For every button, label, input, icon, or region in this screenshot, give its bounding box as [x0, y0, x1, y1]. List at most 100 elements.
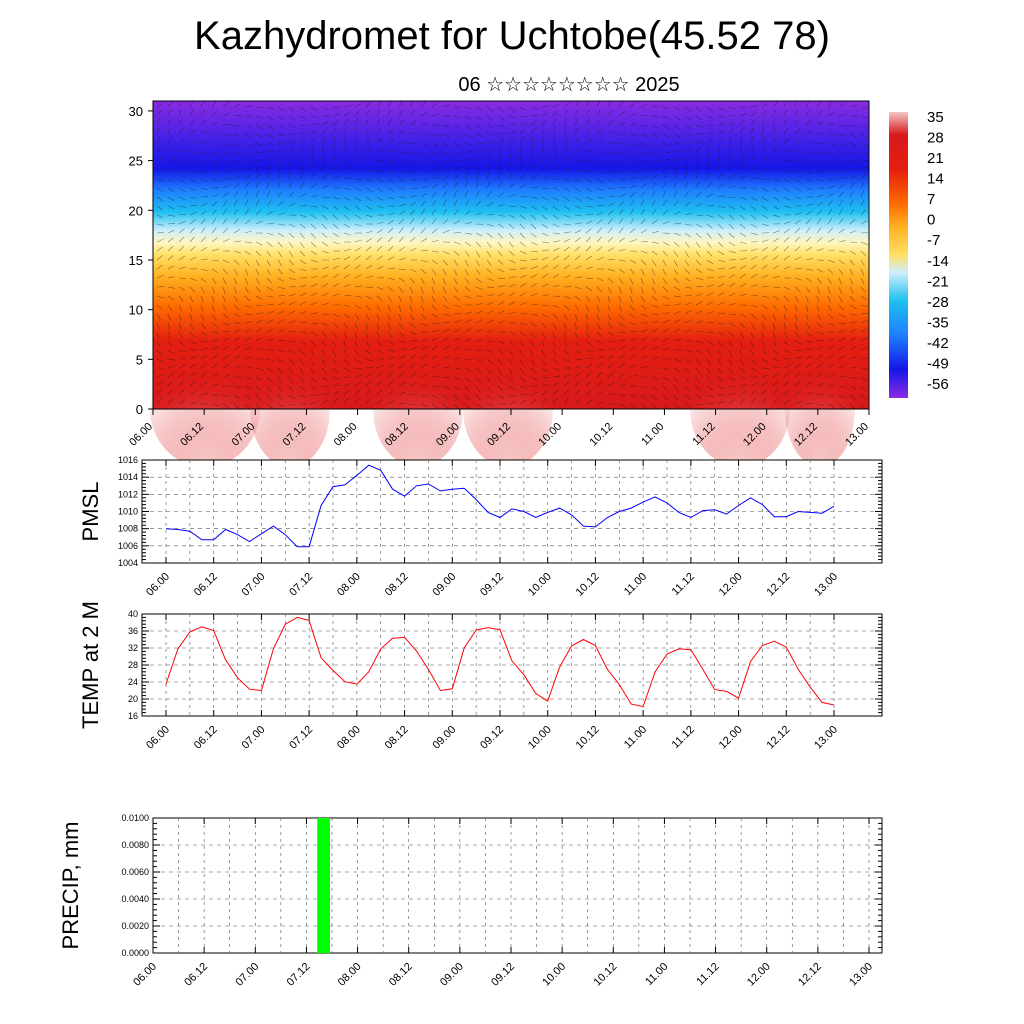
wind-barb	[189, 313, 193, 321]
wind-barb	[464, 311, 472, 315]
wind-barb	[387, 267, 395, 270]
wind-barb	[530, 120, 537, 126]
wind-barb	[629, 277, 634, 285]
wind-barb	[398, 268, 406, 271]
wind-barb	[772, 169, 781, 171]
wind-barb	[178, 187, 186, 192]
wind-barb	[211, 142, 219, 145]
wind-barb	[552, 104, 560, 108]
wind-barb	[838, 114, 846, 117]
wind-barb	[618, 259, 626, 262]
wind-barb	[343, 205, 350, 211]
wind-barb	[255, 106, 263, 109]
wind-barb	[431, 375, 439, 378]
wind-barb	[387, 118, 392, 126]
wind-barb	[310, 172, 316, 180]
wind-barb	[552, 155, 559, 162]
wind-barb	[563, 205, 571, 211]
wind-barb	[453, 181, 458, 189]
wind-barb	[772, 313, 777, 321]
wind-barb	[816, 151, 824, 155]
wind-barb	[354, 103, 362, 108]
wind-barb	[772, 237, 780, 243]
wind-barb	[618, 209, 624, 216]
wind-barb	[431, 354, 439, 360]
wind-barb	[167, 159, 175, 162]
wind-barb	[343, 177, 351, 180]
wind-barb	[343, 127, 347, 135]
wind-barb	[563, 223, 571, 226]
wind-barb	[299, 292, 307, 297]
wind-barb	[728, 274, 736, 279]
wind-barb	[409, 227, 415, 234]
wind-barb	[464, 133, 472, 138]
wind-barb	[541, 358, 547, 365]
wind-barb	[585, 364, 593, 369]
wind-barb	[475, 250, 480, 258]
wind-barb	[618, 295, 622, 303]
wind-barb	[717, 173, 723, 180]
wind-barb	[717, 292, 725, 297]
wind-barb	[321, 392, 329, 396]
wind-barb	[420, 322, 428, 327]
x-tick-label: 06.00	[144, 571, 172, 599]
wind-barb	[178, 399, 185, 405]
wind-barb	[398, 372, 405, 378]
wind-barb	[442, 295, 448, 302]
wind-barb	[222, 200, 228, 207]
wind-barb	[343, 119, 349, 126]
wind-barb	[442, 151, 450, 156]
wind-barb	[332, 113, 340, 117]
wind-barb	[607, 347, 615, 351]
wind-barb	[816, 227, 822, 234]
wind-barb	[486, 385, 492, 392]
wind-barb	[849, 366, 857, 369]
wind-barb	[552, 187, 560, 191]
wind-barb	[640, 151, 648, 156]
wind-barb	[684, 115, 691, 121]
wind-barb	[618, 142, 626, 146]
wind-barb	[574, 372, 581, 378]
wind-barb	[310, 400, 318, 405]
wind-barb	[464, 221, 472, 225]
wind-barb	[662, 385, 669, 392]
wind-barb	[662, 304, 670, 307]
wind-barb	[222, 304, 228, 312]
wind-barb	[794, 390, 801, 396]
wind-barb	[618, 373, 626, 378]
wind-barb	[827, 313, 834, 320]
wind-barb	[530, 349, 534, 357]
wind-barb	[706, 402, 714, 405]
wind-barb	[332, 106, 340, 108]
wind-barb	[156, 238, 164, 243]
wind-barb	[783, 228, 790, 234]
wind-barb	[244, 337, 252, 342]
wind-barb	[288, 232, 295, 239]
wind-barb	[387, 246, 394, 252]
wind-barb	[310, 205, 318, 208]
wind-barb	[728, 232, 735, 238]
wind-barb	[541, 294, 549, 297]
wind-barb	[530, 303, 538, 306]
wind-barb	[266, 268, 271, 276]
wind-barb	[398, 109, 403, 117]
wind-barb	[618, 101, 624, 108]
wind-barb	[453, 133, 461, 138]
colorbar-label: 28	[927, 130, 944, 147]
wind-barb	[376, 221, 384, 225]
wind-barb	[541, 214, 548, 220]
wind-barb	[189, 277, 197, 281]
wind-barb	[486, 250, 492, 258]
wind-barb	[299, 367, 304, 375]
wind-barb	[387, 313, 391, 321]
wind-barb	[233, 229, 241, 234]
wind-barb	[684, 190, 690, 198]
wind-barb	[464, 210, 471, 216]
wind-barb	[244, 313, 253, 315]
wind-barb	[321, 367, 327, 374]
wind-barb	[684, 277, 692, 282]
wind-barb	[167, 214, 175, 217]
wind-barb	[200, 392, 208, 396]
wind-barb	[310, 367, 315, 375]
